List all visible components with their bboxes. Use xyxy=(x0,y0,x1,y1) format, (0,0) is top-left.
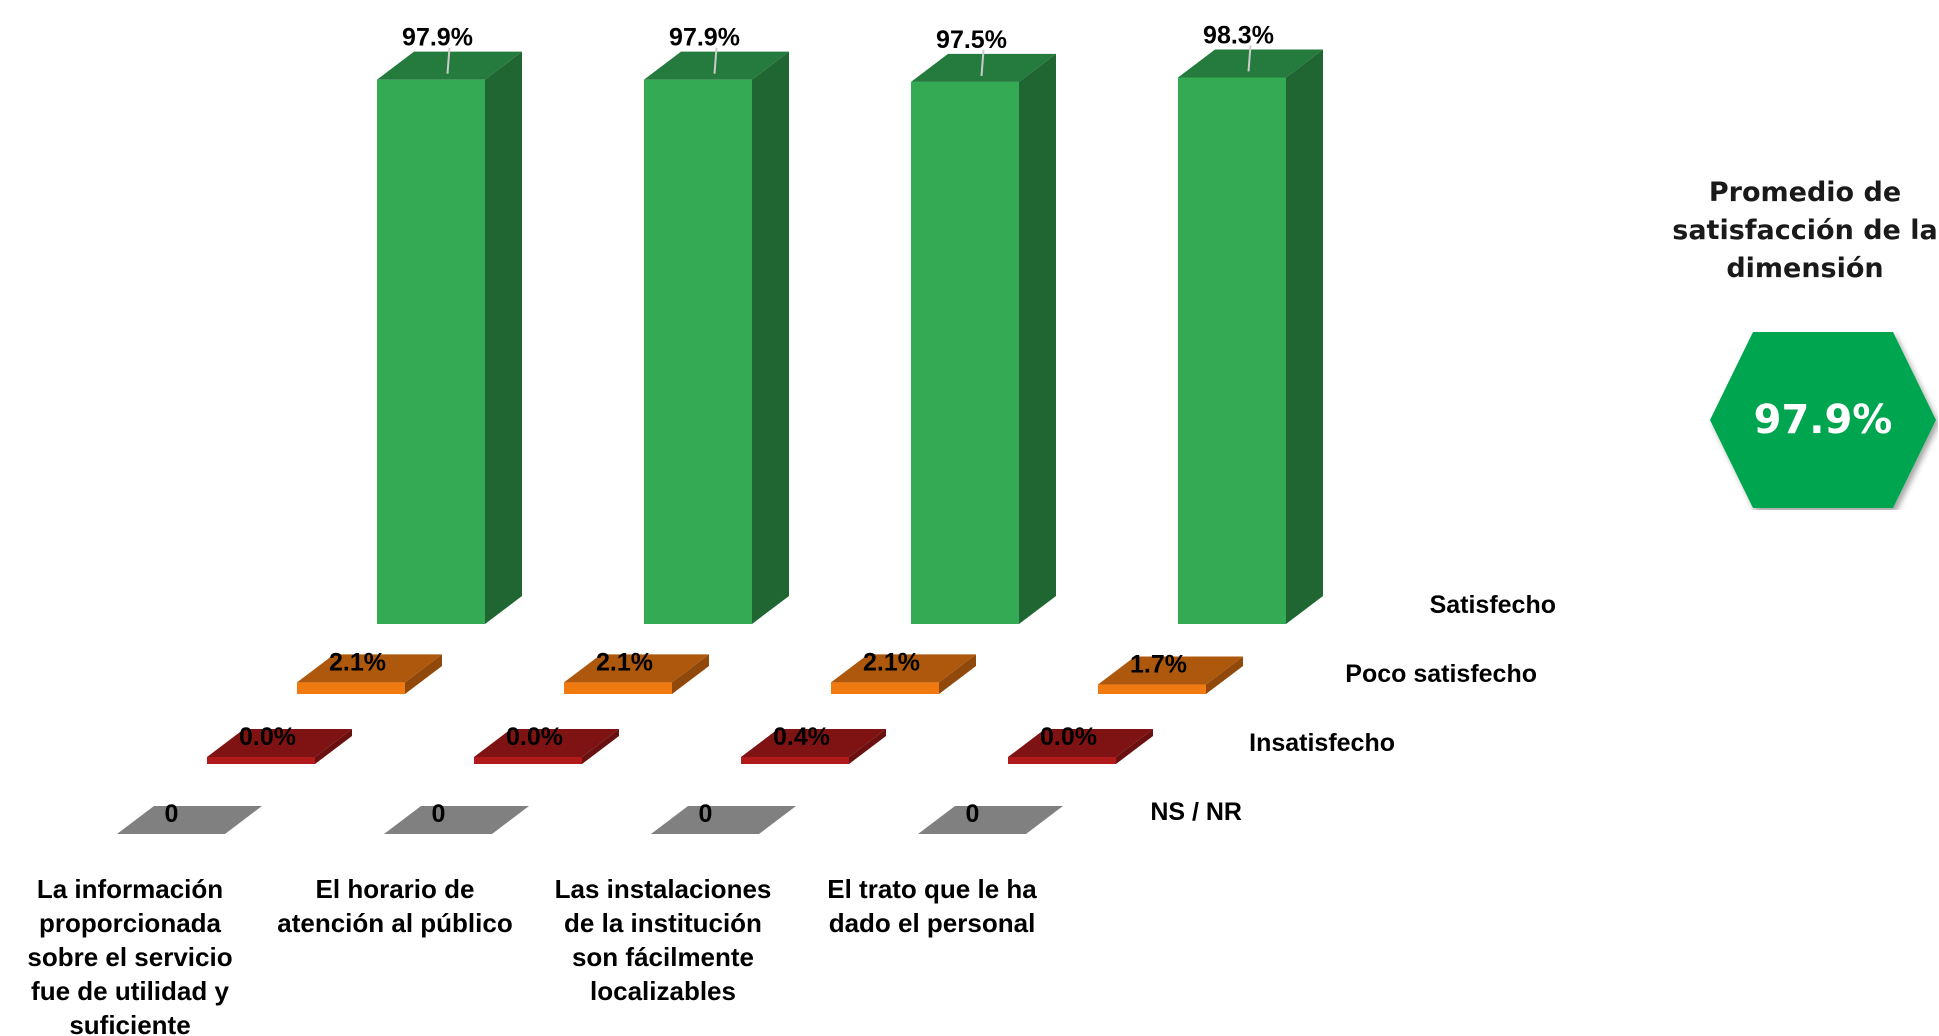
labels-layer: 97.9% 97.9% 97.5% 98.3% 2.1% 2.1% 2.1% 1.7% 0.0%… xyxy=(165,21,1274,828)
bar-poco-satisfecho-0 xyxy=(297,654,442,694)
value-label-2-3: 0.0% xyxy=(1040,723,1097,751)
value-label-0-3: 98.3% xyxy=(1203,21,1274,49)
category-label-1: El horario de atención al público xyxy=(277,874,512,938)
bar-poco-satisfecho-3 xyxy=(1098,656,1243,694)
summary-value: 97.9% xyxy=(1753,397,1893,443)
bar-insatisfecho-2 xyxy=(741,729,886,764)
series-label-1: Poco satisfecho xyxy=(1345,660,1537,688)
bar-insatisfecho-0 xyxy=(207,729,352,764)
category-label-3: El trato que le ha dado el personal xyxy=(827,874,1037,938)
value-label-1-3: 1.7% xyxy=(1130,651,1187,679)
value-label-3-2: 0 xyxy=(699,800,713,828)
bar-ns-nr-0 xyxy=(117,806,262,834)
summary-title: Promedio de satisfacción de la dimensión xyxy=(1672,177,1938,284)
bar-insatisfecho-1 xyxy=(474,729,619,764)
value-label-0-1: 97.9% xyxy=(669,24,740,52)
value-label-2-2: 0.4% xyxy=(773,723,830,751)
value-label-2-0: 0.0% xyxy=(239,723,296,751)
series-label-3: NS / NR xyxy=(1150,798,1242,826)
series-label-2: Insatisfecho xyxy=(1249,729,1395,757)
bar-ns-nr-2 xyxy=(651,806,796,834)
bar-insatisfecho-3 xyxy=(1008,729,1153,764)
bar-poco-satisfecho-1 xyxy=(564,654,709,694)
value-label-1-1: 2.1% xyxy=(596,648,653,676)
category-label-2: Las instalaciones de la institución son fá… xyxy=(555,874,772,1006)
bar-ns-nr-3 xyxy=(918,806,1063,834)
value-label-2-1: 0.0% xyxy=(506,723,563,751)
series-labels: Satisfecho Poco satisfecho Insatisfecho NS … xyxy=(1150,591,1556,826)
hexagon-shape xyxy=(1710,332,1936,508)
bar-satisfecho-2 xyxy=(911,53,1056,624)
value-label-1-0: 2.1% xyxy=(329,648,386,676)
summary-badge: 97.9% xyxy=(1708,330,1938,510)
value-label-1-2: 2.1% xyxy=(863,648,920,676)
value-label-3-0: 0 xyxy=(165,800,179,828)
category-label-0: La información proporcionada sobre el serv… xyxy=(27,874,232,1036)
category-labels: La información proporcionada sobre el serv… xyxy=(27,874,1037,1036)
bar-poco-satisfecho-2 xyxy=(831,654,976,694)
value-label-3-1: 0 xyxy=(432,800,446,828)
series-label-0: Satisfecho xyxy=(1430,591,1556,619)
value-label-0-0: 97.9% xyxy=(402,24,473,52)
bar-ns-nr-1 xyxy=(384,806,529,834)
value-label-3-3: 0 xyxy=(966,800,980,828)
bar-satisfecho-3 xyxy=(1178,49,1323,624)
bar-satisfecho-0 xyxy=(377,51,522,624)
bar-satisfecho-1 xyxy=(644,51,789,624)
value-label-0-2: 97.5% xyxy=(936,26,1007,54)
bars-layer xyxy=(117,49,1323,834)
